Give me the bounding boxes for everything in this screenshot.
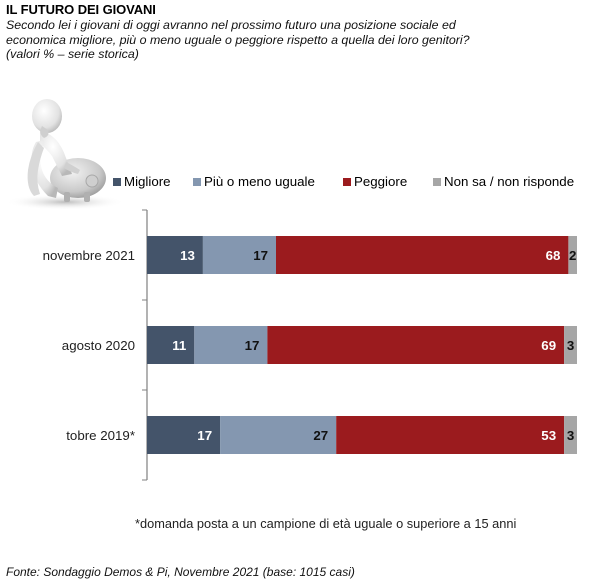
data-label: 17 bbox=[245, 338, 260, 353]
legend-label: Migliore bbox=[124, 174, 171, 189]
bar-segment bbox=[147, 236, 203, 274]
data-label: 68 bbox=[546, 248, 561, 263]
legend-label: Peggiore bbox=[354, 174, 408, 189]
bar-segment bbox=[564, 416, 577, 454]
data-label: 17 bbox=[253, 248, 268, 263]
bar-segment bbox=[194, 326, 268, 364]
data-label: 3 bbox=[567, 428, 574, 443]
bar-segment bbox=[276, 236, 569, 274]
category-label: agosto 2020 bbox=[62, 338, 135, 353]
source-note: Fonte: Sondaggio Demos & Pi, Novembre 20… bbox=[6, 565, 355, 579]
bar-segment bbox=[220, 416, 337, 454]
chart-legend: Migliore Più o meno uguale Peggiore Non … bbox=[0, 174, 600, 192]
legend-item-non-sa: Non sa / non risponde bbox=[433, 174, 574, 189]
legend-swatch bbox=[193, 177, 201, 186]
category-label: novembre 2021 bbox=[43, 248, 135, 263]
data-label: 27 bbox=[313, 428, 328, 443]
legend-item-migliore: Migliore bbox=[113, 174, 171, 189]
subtitle-line: (valori % – serie storica) bbox=[6, 47, 139, 61]
stacked-bar-chart: novembre 2021 13 17 68 2 agosto 2020 11 17 69 3 to… bbox=[43, 209, 577, 481]
legend-swatch bbox=[433, 177, 441, 186]
subtitle-line: Secondo lei i giovani di oggi avranno ne… bbox=[6, 18, 456, 32]
legend-label: Più o meno uguale bbox=[204, 174, 315, 189]
data-label: 69 bbox=[541, 338, 556, 353]
data-label: 13 bbox=[180, 248, 195, 263]
data-label: 11 bbox=[172, 338, 187, 353]
bar-segment bbox=[267, 326, 565, 364]
bar-segment bbox=[202, 236, 276, 274]
category-label: tobre 2019* bbox=[66, 428, 135, 443]
bar-segment bbox=[568, 236, 577, 274]
bar-segment bbox=[147, 416, 221, 454]
data-label: 3 bbox=[567, 338, 574, 353]
legend-item-piu-o-meno-uguale: Più o meno uguale bbox=[193, 174, 315, 189]
bar-segment bbox=[336, 416, 565, 454]
chart-title: IL FUTURO DEI GIOVANI bbox=[6, 2, 156, 17]
bar-segment bbox=[564, 326, 577, 364]
legend-item-peggiore: Peggiore bbox=[343, 174, 407, 189]
footnote: *domanda posta a un campione di età ugua… bbox=[135, 516, 517, 531]
legend-swatch bbox=[113, 177, 121, 186]
subtitle-line: economica migliore, più o meno uguale o … bbox=[6, 32, 470, 47]
chart-subtitle: Secondo lei i giovani di oggi avranno ne… bbox=[6, 18, 596, 62]
data-label: 53 bbox=[541, 428, 556, 443]
data-label: 17 bbox=[197, 428, 212, 443]
data-label: 2 bbox=[569, 248, 576, 263]
legend-label: Non sa / non risponde bbox=[444, 174, 575, 189]
legend-swatch bbox=[343, 177, 351, 186]
figure-on-piggy-bank-icon bbox=[5, 99, 125, 210]
bar-segment bbox=[147, 326, 195, 364]
